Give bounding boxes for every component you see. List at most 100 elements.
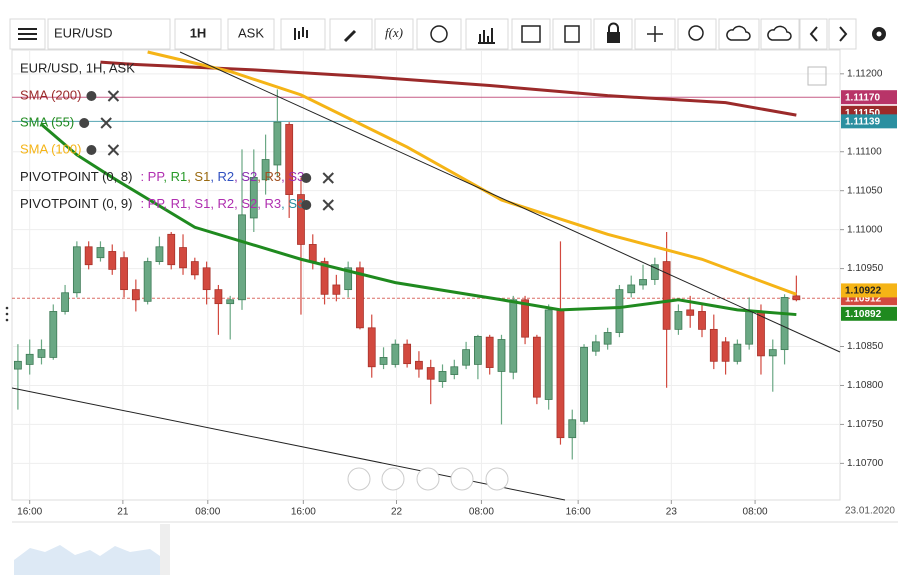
y-tick-label: 1.10850 [847,341,884,352]
info-button[interactable] [416,18,462,50]
candle-body [379,357,388,365]
candle-body [757,311,765,357]
legend-remove[interactable] [322,199,334,211]
x-tick-label: 08:00 [195,507,220,518]
candle-body [179,247,187,269]
x-tick-label: 16:00 [17,507,42,518]
price-tag-label: 1.11150 [845,108,880,119]
legend-settings[interactable] [301,200,312,210]
candle-body [780,297,789,351]
interval-button[interactable] [174,18,222,50]
reset[interactable] [416,467,440,491]
prev-button[interactable] [799,18,828,50]
pivot-part: , R3 [257,196,281,211]
candle-body [202,267,211,291]
plot-frame [11,49,841,501]
symbol-input[interactable] [47,18,171,50]
legend-settings[interactable] [301,173,312,183]
candle-body [13,360,22,370]
pivot-part: , S2 [234,196,257,211]
pivot-legend: PIVOTPOINT (0, 9): PP, R1, S1, R2, S2, R… [20,196,304,211]
report-icon [564,25,580,43]
toolbar: EUR/USD 1H ASK f(x) [9,18,886,50]
symbol-text: EUR/USD [54,25,113,40]
legend-entry: SMA (100) [20,141,81,156]
pivot-part: , S1 [187,169,210,184]
legend-entry: SMA (200) [20,87,81,102]
candle-body [120,257,128,291]
crosshair-icon [647,26,663,42]
candle-body [650,264,659,280]
candle-body [214,289,223,305]
candle-body [639,279,647,286]
zoom-in[interactable] [450,467,474,491]
zoom-out[interactable] [381,467,405,491]
plot [12,50,840,500]
candle-body [591,341,600,352]
pivot-part: , S2 [234,169,257,184]
y-tick-label: 1.10750 [847,419,884,430]
zoom-button[interactable] [677,18,717,50]
lock-icon [607,32,620,43]
candle-body [709,328,718,362]
download-icon [767,25,792,41]
pivot-name: PIVOTPOINT (0, 8) [20,169,132,184]
candle-body [568,419,577,439]
candle-body [698,311,706,330]
formula-button[interactable] [374,18,414,50]
candle-body [249,177,258,219]
pivot-part: , R1 [163,196,187,211]
legend-settings[interactable] [86,145,97,155]
y-tick-label: 1.10950 [847,263,884,274]
legend-remove[interactable] [107,90,120,102]
navigator-area [14,545,160,575]
pivot-part: , R3 [257,169,281,184]
price-tag-label: 1.11139 [845,116,880,127]
upload-button[interactable] [718,18,760,50]
next-button[interactable] [828,18,857,50]
x-tick-label: 08:00 [469,507,494,518]
candle-body [297,194,305,245]
candle-body [615,289,624,333]
legend-remove[interactable] [322,172,334,184]
pivot-part: , R2 [210,196,234,211]
side-button[interactable] [227,18,275,50]
candle-body [745,311,754,345]
price-tag [841,90,897,105]
candle-body [426,367,435,380]
candle-body [521,299,529,338]
legend-remove[interactable] [107,144,120,156]
download-button[interactable] [760,18,800,50]
candle-body [544,309,553,400]
candle-body [627,284,636,294]
calendar-button[interactable] [511,18,551,50]
navigator-handle[interactable] [160,524,170,575]
candle-body [108,251,117,270]
candle-body [792,295,801,301]
candle-body [25,353,34,365]
legend-entry: SMA (55) [20,114,74,129]
price-tag [841,114,897,129]
indicator-button[interactable] [465,18,509,50]
candle-body [391,343,400,365]
x-tick-label: 22 [391,507,403,518]
scroll-right[interactable] [485,467,509,491]
candle-body [721,341,730,362]
scroll-left[interactable] [347,467,371,491]
settings-hole [876,31,882,37]
candle-body [532,336,541,398]
date-label: 23.01.2020 [845,506,895,517]
candle-body [320,261,329,295]
candle-body [485,336,494,368]
chart-title: EUR/USD, 1H, ASK [20,60,135,75]
candle-body [686,309,695,316]
legend-settings[interactable] [86,91,97,101]
report-button[interactable] [552,18,592,50]
legend-settings[interactable] [79,118,90,128]
candle-body [273,121,282,166]
candle-body [190,261,199,276]
price-tag-label: 1.10922 [845,286,882,297]
maximize-button[interactable] [807,66,827,86]
legend-remove[interactable] [100,117,112,129]
candle-body [261,159,270,181]
